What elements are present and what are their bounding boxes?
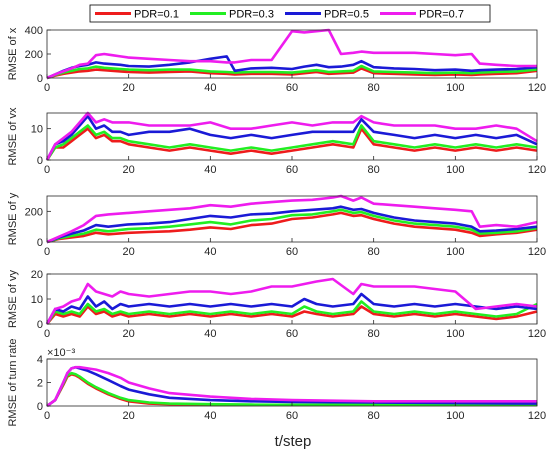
- legend: PDR=0.1 PDR=0.3 PDR=0.5 PDR=0.7: [89, 4, 491, 23]
- x-tick-label: 40: [204, 410, 216, 422]
- x-tick-label: 0: [44, 82, 50, 94]
- x-tick-label: 80: [368, 164, 380, 176]
- x-tick-label: 0: [44, 410, 50, 422]
- series-line-1: [45, 305, 538, 325]
- x-tick-label: 40: [204, 328, 216, 340]
- x-tick-label: 40: [204, 164, 216, 176]
- series-line-1: [46, 67, 538, 80]
- x-tick-label: 0: [44, 246, 50, 258]
- x-tick-label: 100: [446, 246, 464, 258]
- x-tick-label: 0: [44, 328, 50, 340]
- series-line-1: [46, 211, 538, 244]
- series-group: [46, 194, 538, 244]
- series-group: [46, 28, 538, 80]
- series-line-4: [45, 111, 538, 161]
- series-line-3: [46, 205, 538, 244]
- y-tick-label: 200: [25, 206, 43, 218]
- x-tick-label: 60: [286, 164, 298, 176]
- x-tick-label: 120: [528, 410, 546, 422]
- y-tick-label: 10: [31, 294, 43, 306]
- x-tick-label: 20: [123, 82, 135, 94]
- x-tick-label: 40: [204, 82, 216, 94]
- x-tick-label: 80: [368, 410, 380, 422]
- x-tick-label: 60: [286, 328, 298, 340]
- x-tick-label: 60: [286, 82, 298, 94]
- x-tick-label: 120: [528, 82, 546, 94]
- series-line-2: [46, 64, 538, 80]
- x-tick-label: 80: [368, 82, 380, 94]
- series-line-3: [45, 292, 538, 325]
- y-tick-label: 0: [37, 401, 43, 413]
- y-axis-label: RMSE of vy: [7, 269, 19, 328]
- x-tick-label: 20: [123, 410, 135, 422]
- series-line-2: [46, 208, 538, 244]
- x-axis-label: t/step: [275, 433, 312, 450]
- y-axis-label: RMSE of vx: [7, 107, 19, 166]
- y-axis-label: RMSE of turn rate: [7, 338, 19, 426]
- series-line-4: [46, 365, 537, 408]
- y-tick-label: 10: [31, 124, 43, 136]
- x-tick-label: 20: [123, 246, 135, 258]
- series-group: [46, 365, 538, 408]
- x-tick-label: 120: [528, 246, 546, 258]
- y-tick-label: 200: [25, 49, 43, 61]
- x-tick-label: 120: [528, 164, 546, 176]
- x-tick-label: 80: [368, 328, 380, 340]
- y-axis-label: RMSE of x: [7, 27, 19, 80]
- x-tick-label: 120: [528, 328, 546, 340]
- subplot-1: 0 20 40 60 80 100 120 0 200 400 RMSE of x: [7, 25, 546, 94]
- y-tick-label: 2: [37, 378, 43, 390]
- legend-label-0: PDR=0.1: [134, 9, 179, 21]
- y-tick-label: 0: [37, 155, 43, 167]
- series-line-2: [45, 124, 538, 161]
- subplot-3: 0 20 40 60 80 100 120 0 200 RMSE of y: [7, 192, 546, 258]
- y-tick-label: 20: [31, 269, 43, 281]
- y-tick-label: 4: [37, 354, 43, 366]
- subplot-5: 0 20 40 60 80 100 120 0 2 4 ×10⁻³ RMSE of turn rate: [7, 338, 546, 426]
- x-tick-label: 80: [368, 246, 380, 258]
- y-tick-label: 400: [25, 25, 43, 37]
- series-line-3: [46, 55, 538, 80]
- series-group: [45, 277, 538, 325]
- x-tick-label: 100: [446, 328, 464, 340]
- series-group: [45, 111, 538, 161]
- x-tick-label: 20: [123, 164, 135, 176]
- x-tick-label: 40: [204, 246, 216, 258]
- series-line-3: [45, 114, 538, 161]
- x-tick-label: 0: [44, 164, 50, 176]
- y-tick-label: 0: [37, 319, 43, 331]
- x-tick-label: 100: [446, 164, 464, 176]
- legend-label-1: PDR=0.3: [229, 9, 274, 21]
- series-line-4: [45, 277, 538, 325]
- legend-label-3: PDR=0.7: [419, 9, 464, 21]
- y-tick-label: 0: [37, 237, 43, 249]
- y-exponent-label: ×10⁻³: [47, 347, 75, 359]
- x-tick-label: 20: [123, 328, 135, 340]
- subplot-2: 0 20 40 60 80 100 120 0 10 RMSE of vx: [7, 107, 546, 176]
- subplot-4: 0 20 40 60 80 100 120 0 10 20 RMSE of vy: [7, 269, 546, 340]
- series-line-4: [46, 194, 538, 244]
- series-line-2: [46, 371, 537, 408]
- series-line-1: [45, 127, 538, 161]
- x-tick-label: 100: [446, 410, 464, 422]
- y-tick-label: 0: [37, 73, 43, 85]
- x-tick-label: 60: [286, 246, 298, 258]
- x-tick-label: 100: [446, 82, 464, 94]
- series-line-4: [46, 28, 537, 80]
- series-line-2: [45, 300, 538, 325]
- y-axis-label: RMSE of y: [7, 192, 19, 245]
- x-tick-label: 60: [286, 410, 298, 422]
- legend-label-2: PDR=0.5: [324, 9, 369, 21]
